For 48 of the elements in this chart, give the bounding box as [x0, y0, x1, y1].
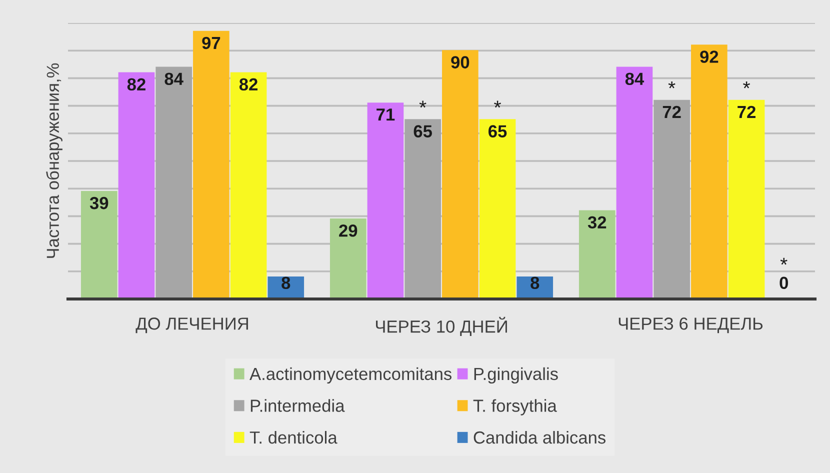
data-label: 92 — [700, 50, 718, 63]
data-label: 71 — [376, 108, 395, 121]
data-label: 32 — [588, 216, 606, 229]
bar — [404, 119, 441, 299]
bar — [728, 100, 765, 299]
legend-label: T. forsythia — [473, 399, 557, 416]
bar — [691, 44, 728, 299]
annotation: * — [743, 81, 750, 88]
data-label: 97 — [202, 36, 220, 50]
legend-label: T. denticola — [250, 430, 338, 444]
legend-label: Candida albicans — [474, 430, 606, 444]
bar — [616, 66, 653, 299]
annotation: * — [668, 81, 676, 88]
annotation: * — [419, 100, 426, 108]
data-label: 84 — [625, 72, 644, 86]
data-label: 82 — [239, 78, 258, 91]
data-label: 72 — [662, 106, 681, 118]
legend-label: A.actinomycetemcomitans — [250, 367, 452, 384]
x-tick-label: ЧЕРЕЗ 6 НЕДЕЛЬ — [618, 318, 763, 334]
data-label: 39 — [90, 196, 108, 210]
data-label: 0 — [780, 276, 788, 289]
annotation: * — [780, 258, 788, 265]
bar — [479, 119, 516, 299]
bar — [118, 72, 155, 299]
data-label: 82 — [127, 78, 146, 91]
data-label: 72 — [738, 106, 756, 118]
y-axis-title: Частота обнаружения,% — [46, 63, 62, 258]
bar — [193, 30, 230, 299]
bar — [367, 102, 404, 299]
data-label: 65 — [414, 125, 432, 138]
legend-label: P.intermedia — [250, 399, 345, 412]
data-label: 90 — [451, 56, 470, 68]
data-label: 8 — [530, 276, 540, 289]
bar — [442, 50, 478, 299]
x-tick-label: ЧЕРЕЗ 10 ДНЕЙ — [376, 316, 507, 336]
data-label: 65 — [488, 125, 507, 138]
bar — [230, 72, 267, 299]
annotation: * — [494, 100, 502, 108]
legend-label: P.gingivalis — [474, 367, 558, 384]
data-label: 8 — [282, 276, 290, 289]
data-label: 84 — [164, 72, 184, 86]
bar — [80, 190, 118, 299]
bar — [156, 66, 192, 299]
data-label: 29 — [339, 224, 358, 237]
bar — [578, 210, 616, 299]
x-tick-label: ДО ЛЕЧЕНИЯ — [136, 318, 248, 334]
bar — [330, 218, 366, 299]
bar — [654, 100, 690, 299]
